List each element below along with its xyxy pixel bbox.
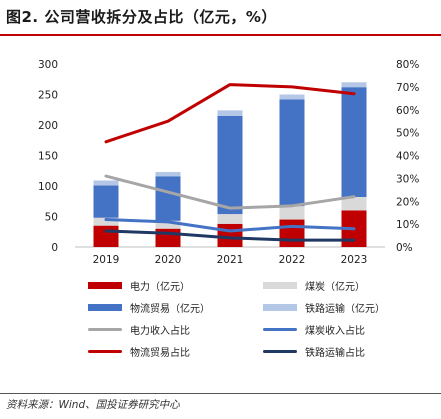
y-tick-label: 250	[38, 90, 58, 102]
revenue-chart: 0 50 100 150 200 250 300 0% 10% 20% 30% 40% 50% 60% 70…	[38, 59, 419, 266]
source-rule	[0, 393, 441, 394]
legend-label-rail: 铁路运输（亿元）	[305, 304, 385, 315]
legend-swatch-rail	[263, 304, 297, 311]
bar-segment	[155, 176, 181, 221]
series-line	[104, 174, 356, 210]
series-line	[104, 218, 356, 233]
series-line	[104, 229, 356, 242]
legend-item-logistics-share: 物流贸易占比	[88, 344, 190, 359]
legend-label-coal: 煤炭（亿元）	[305, 282, 365, 293]
y-tick-label: 100	[38, 181, 58, 193]
legend-swatch-power-share	[88, 328, 122, 331]
legend-swatch-logistics	[88, 304, 122, 311]
y-tick-label: 150	[38, 151, 58, 163]
y2-tick-label: 80%	[396, 59, 419, 71]
x-tick-label: 2019	[93, 254, 120, 266]
bar-segment	[217, 110, 243, 116]
bar-segment	[217, 115, 243, 215]
legend-item-rail: 铁路运输（亿元）	[263, 300, 385, 315]
bar-segment	[155, 171, 181, 177]
x-tick-label: 2022	[279, 254, 306, 266]
series-line	[104, 83, 356, 144]
x-tick-label: 2023	[341, 254, 368, 266]
legend-label-logistics: 物流贸易（亿元）	[130, 304, 210, 315]
figure-title: 图2. 公司营收拆分及占比（亿元，%）	[6, 8, 277, 26]
x-tick-label: 2021	[217, 254, 244, 266]
y-tick-label: 50	[45, 212, 58, 224]
bar-segment	[155, 220, 181, 229]
y2-tick-label: 10%	[396, 219, 419, 231]
y2-tick-label: 0%	[396, 242, 413, 254]
source-note: 资料来源：Wind、国投证券研究中心	[6, 399, 180, 411]
y2-tick-label: 20%	[396, 196, 419, 208]
bar-segment	[279, 99, 305, 207]
legend-swatch-rail-share	[263, 350, 297, 353]
legend-label-power: 电力（亿元）	[130, 282, 190, 293]
legend-item-coal-share: 煤炭收入占比	[263, 322, 365, 337]
legend-label-logistics-share: 物流贸易占比	[130, 348, 190, 359]
bar-segment	[93, 185, 119, 218]
bar-segment	[217, 214, 243, 224]
legend-swatch-coal-share	[263, 328, 297, 331]
bar-segment	[93, 180, 119, 186]
bar-segment	[341, 82, 367, 88]
y2-tick-label: 40%	[396, 151, 419, 163]
legend-item-power: 电力（亿元）	[88, 278, 190, 293]
y2-tick-label: 70%	[396, 82, 419, 94]
legend-swatch-power	[88, 282, 122, 289]
legend-item-coal: 煤炭（亿元）	[263, 278, 365, 293]
y-tick-label: 300	[38, 59, 58, 71]
bar-segment	[155, 228, 181, 247]
y2-tick-label: 60%	[396, 105, 419, 117]
legend-swatch-logistics-share	[88, 350, 122, 353]
bar-segment	[217, 223, 243, 247]
bar-segment	[279, 206, 305, 220]
legend-swatch-coal	[263, 282, 297, 289]
title-rule	[0, 34, 441, 36]
y-tick-label: 200	[38, 120, 58, 132]
legend-item-power-share: 电力收入占比	[88, 322, 190, 337]
legend-item-logistics: 物流贸易（亿元）	[88, 300, 210, 315]
bar-segment	[341, 196, 367, 211]
y2-tick-label: 50%	[396, 128, 419, 140]
bar-segment	[341, 87, 367, 197]
legend-item-rail-share: 铁路运输占比	[263, 344, 365, 359]
y2-tick-label: 30%	[396, 173, 419, 185]
legend-label-power-share: 电力收入占比	[130, 326, 190, 337]
x-tick-label: 2020	[155, 254, 182, 266]
bar-segment	[279, 94, 305, 100]
bar-segment	[93, 225, 119, 247]
legend-label-coal-share: 煤炭收入占比	[305, 326, 365, 337]
y-tick-label: 0	[51, 242, 58, 254]
bar-segment	[93, 217, 119, 226]
legend-label-rail-share: 铁路运输占比	[305, 348, 365, 359]
bar-segment	[279, 219, 305, 247]
